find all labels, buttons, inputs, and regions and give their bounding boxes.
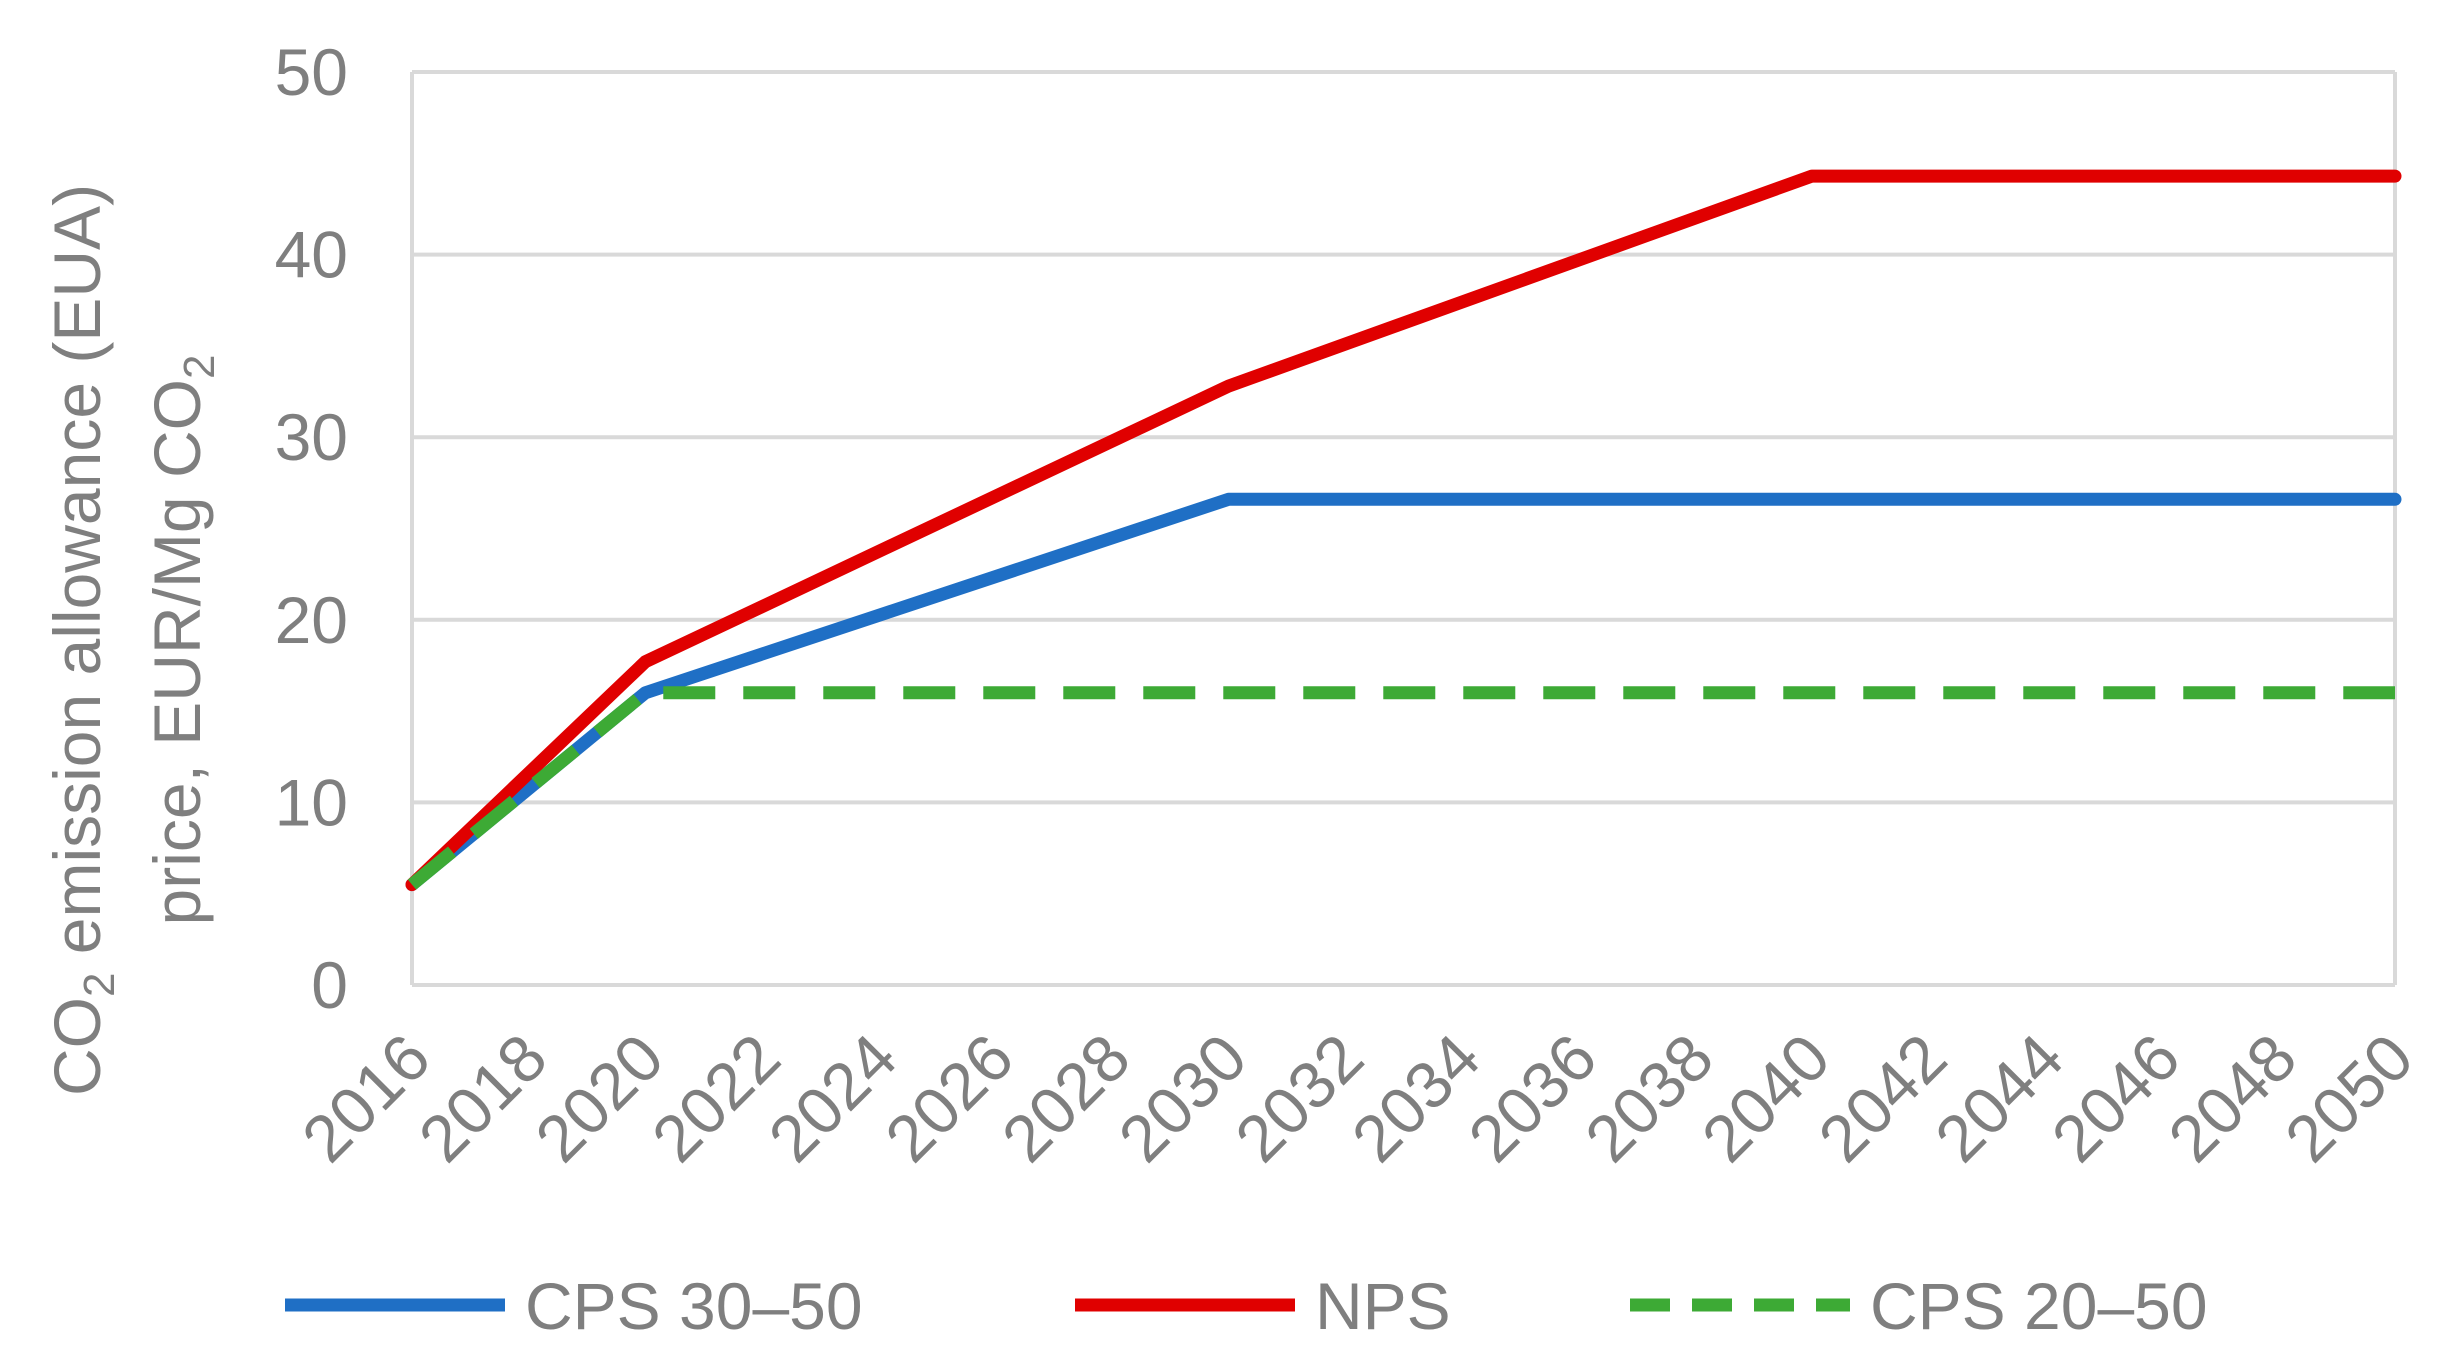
x-tick-label-2028: 2028 (988, 1020, 1144, 1176)
y-tick-label-10: 10 (275, 765, 348, 839)
series-line-1 (405, 492, 2402, 892)
y-axis-label: CO2 emission allowance (EUA) price, EUR/… (40, 184, 224, 1096)
y-tick-label-50: 50 (275, 35, 348, 109)
x-tick-label-2034: 2034 (1338, 1020, 1494, 1176)
x-tick-label-2022: 2022 (638, 1020, 794, 1176)
x-tick-label-2046: 2046 (2037, 1020, 2193, 1176)
gridlines (410, 70, 2397, 987)
x-tick-label-2036: 2036 (1454, 1020, 1610, 1176)
x-tick-label-2016: 2016 (288, 1020, 444, 1176)
x-tick-labels: 2016201820202022202420262028203020322034… (288, 1020, 2427, 1176)
legend-label-2: NPS (1315, 1269, 1451, 1343)
y-axis-label-line2: price, EUR/Mg CO2 (140, 355, 224, 926)
y-axis-label-line1: CO2 emission allowance (EUA) (40, 184, 124, 1096)
legend-label-1: CPS 30–50 (525, 1269, 863, 1343)
x-tick-label-2032: 2032 (1221, 1020, 1377, 1176)
x-tick-label-2024: 2024 (754, 1020, 910, 1176)
x-tick-label-2042: 2042 (1804, 1020, 1960, 1176)
x-tick-label-2020: 2020 (521, 1020, 677, 1176)
x-tick-label-2044: 2044 (1921, 1020, 2077, 1176)
x-tick-label-2018: 2018 (404, 1020, 560, 1176)
x-tick-label-2040: 2040 (1688, 1020, 1844, 1176)
x-tick-label-2038: 2038 (1571, 1020, 1727, 1176)
legend: CPS 30–50 NPS CPS 20–50 (285, 1269, 2208, 1343)
y-tick-label-30: 30 (275, 400, 348, 474)
y-tick-label-20: 20 (275, 583, 348, 657)
x-tick-label-2050: 2050 (2271, 1020, 2427, 1176)
legend-label-3: CPS 20–50 (1870, 1269, 2208, 1343)
y-tick-label-0: 0 (311, 948, 348, 1022)
x-tick-label-2026: 2026 (871, 1020, 1027, 1176)
y-tick-label-40: 40 (275, 218, 348, 292)
x-tick-label-2030: 2030 (1104, 1020, 1260, 1176)
x-tick-label-2048: 2048 (2154, 1020, 2310, 1176)
y-tick-labels: 0 10 20 30 40 50 (275, 35, 348, 1022)
series-line-3 (407, 686, 2395, 890)
series-line-2 (405, 169, 2402, 892)
series-lines (405, 169, 2402, 892)
